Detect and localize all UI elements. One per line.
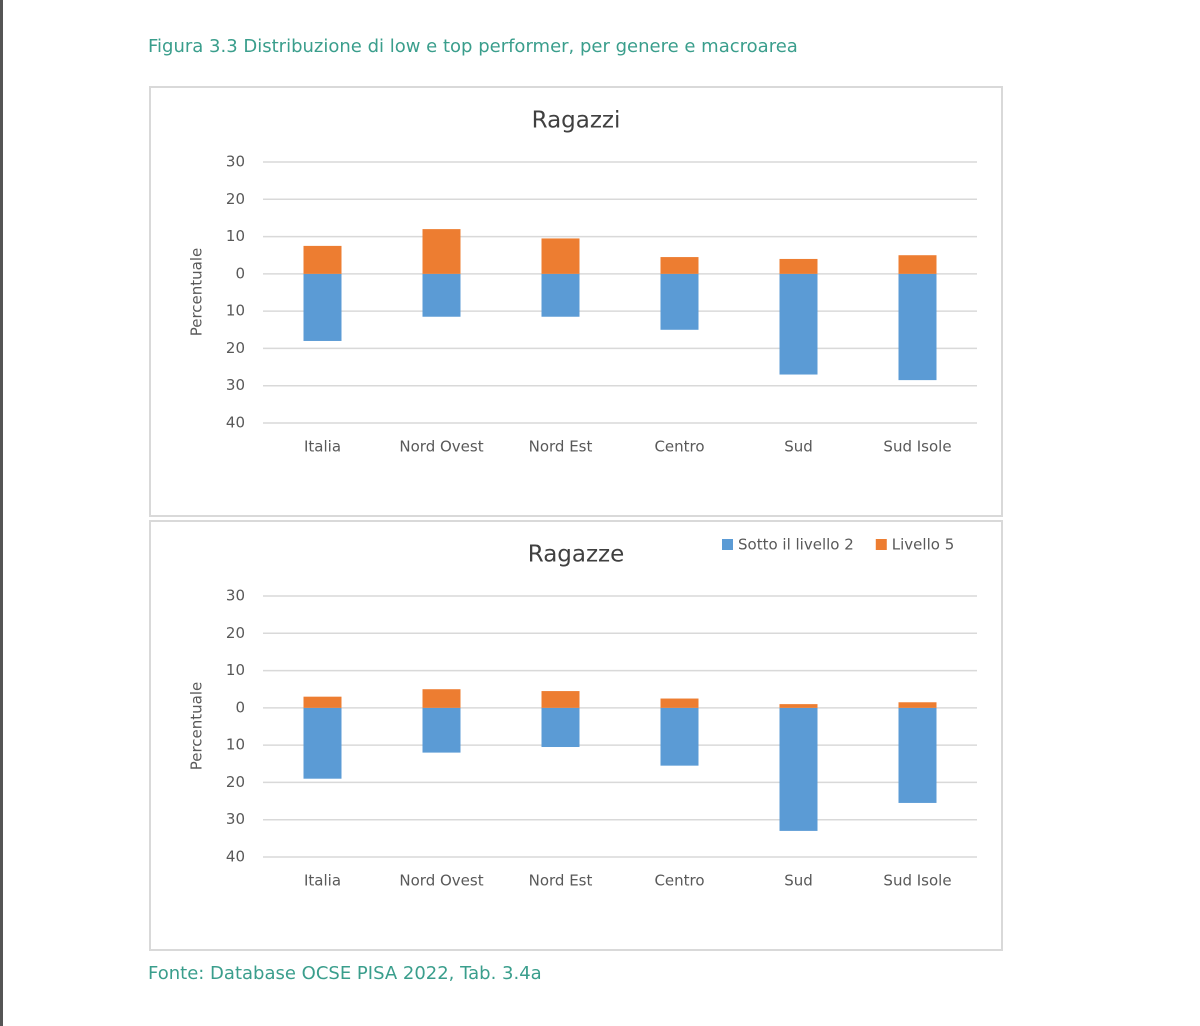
chart-title: Ragazzi [532, 108, 621, 134]
bar [779, 273, 818, 375]
x-tick-label: Centro [654, 872, 704, 890]
x-tick-label: Italia [304, 438, 341, 456]
panel-frame [149, 520, 1003, 951]
bar [303, 696, 342, 708]
y-tick-label: 30 [226, 810, 245, 828]
y-tick-label: 0 [235, 698, 245, 716]
y-tick-label: 10 [226, 302, 245, 320]
panel-frame [149, 86, 1003, 517]
y-tick-label: 30 [226, 376, 245, 394]
x-tick-label: Nord Est [529, 872, 593, 890]
y-tick-label: 10 [226, 227, 245, 245]
chart-panel: Ragazze Percentuale 30 20 10 0 10 20 30 40 Italia N… [149, 520, 1003, 951]
chart-title: Ragazze [528, 542, 625, 568]
bar [779, 707, 818, 831]
y-tick-label: 0 [235, 264, 245, 282]
bar [541, 273, 580, 317]
bar [303, 245, 342, 274]
bar [422, 707, 461, 753]
legend-label: Livello 5 [892, 536, 954, 554]
y-tick-label: 40 [226, 848, 245, 866]
bar [303, 273, 342, 341]
left-border [0, 0, 3, 1026]
bar [422, 229, 461, 274]
bar [541, 238, 580, 274]
y-tick-label: 10 [226, 736, 245, 754]
y-tick-label: 30 [226, 587, 245, 605]
source-note: Fonte: Database OCSE PISA 2022, Tab. 3.4… [148, 963, 542, 984]
y-axis-label: Percentuale [188, 248, 206, 337]
legend-label: Sotto il livello 2 [738, 536, 854, 554]
bar [660, 273, 699, 330]
x-tick-label: Nord Ovest [399, 872, 483, 890]
x-tick-label: Sud Isole [883, 438, 951, 456]
bar [660, 698, 699, 708]
y-tick-label: 20 [226, 624, 245, 642]
x-tick-label: Sud Isole [883, 872, 951, 890]
y-axis-label: Percentuale [188, 682, 206, 771]
chart-panel: Ragazzi Percentuale 30 20 10 0 10 20 30 40 Italia N… [149, 86, 1003, 517]
legend-swatch [722, 539, 733, 550]
bar [898, 255, 937, 274]
legend-swatch [875, 539, 887, 550]
y-tick-label: 20 [226, 773, 245, 791]
y-tick-label: 40 [226, 414, 245, 432]
x-tick-label: Nord Est [529, 438, 593, 456]
y-tick-label: 10 [226, 661, 245, 679]
bar [898, 707, 937, 803]
y-tick-label: 20 [226, 339, 245, 357]
bar [422, 273, 461, 317]
x-tick-label: Nord Ovest [399, 438, 483, 456]
figure-caption: Figura 3.3 Distribuzione di low e top pe… [148, 36, 798, 57]
bar [779, 258, 818, 274]
bar [779, 704, 818, 708]
x-tick-label: Centro [654, 438, 704, 456]
x-tick-label: Sud [784, 438, 813, 456]
bar [541, 707, 580, 748]
bar [898, 273, 937, 381]
x-tick-label: Sud [784, 872, 813, 890]
bar [898, 702, 937, 708]
bar [660, 707, 699, 766]
bar [541, 691, 580, 708]
bar [422, 689, 461, 708]
x-tick-label: Italia [304, 872, 341, 890]
bar [660, 257, 699, 274]
bar [303, 707, 342, 779]
y-tick-label: 20 [226, 190, 245, 208]
y-tick-label: 30 [226, 153, 245, 171]
